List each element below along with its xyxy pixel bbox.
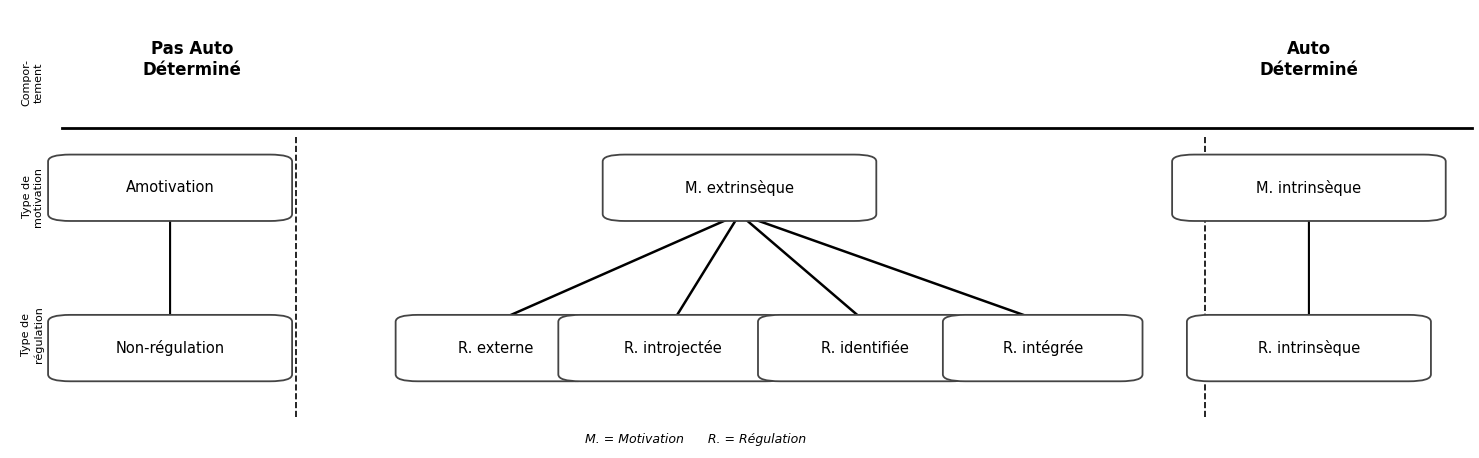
FancyBboxPatch shape [47, 315, 293, 381]
FancyBboxPatch shape [559, 315, 787, 381]
Text: Amotivation: Amotivation [126, 180, 214, 195]
FancyBboxPatch shape [396, 315, 595, 381]
FancyBboxPatch shape [757, 315, 973, 381]
FancyBboxPatch shape [47, 155, 293, 221]
Text: M. extrinsèque: M. extrinsèque [685, 180, 794, 196]
Text: M. intrinsèque: M. intrinsèque [1256, 180, 1362, 196]
Text: R. intrinsèque: R. intrinsèque [1257, 340, 1361, 356]
Text: R. identifiée: R. identifiée [821, 341, 910, 355]
Text: Non-régulation: Non-régulation [115, 340, 225, 356]
Text: Pas Auto
Déterminé: Pas Auto Déterminé [143, 40, 241, 79]
FancyBboxPatch shape [603, 155, 876, 221]
Text: R. intégrée: R. intégrée [1003, 340, 1083, 356]
Text: Type de
régulation: Type de régulation [21, 306, 44, 363]
Text: R. introjectée: R. introjectée [624, 340, 722, 356]
Text: M. = Motivation      R. = Régulation: M. = Motivation R. = Régulation [584, 433, 806, 446]
FancyBboxPatch shape [944, 315, 1142, 381]
FancyBboxPatch shape [1173, 155, 1446, 221]
Text: Auto
Déterminé: Auto Déterminé [1260, 40, 1358, 79]
Text: R. externe: R. externe [458, 341, 532, 355]
Text: Compor-
tement: Compor- tement [22, 59, 43, 106]
Text: Type de
motivation: Type de motivation [22, 167, 43, 227]
FancyBboxPatch shape [1186, 315, 1432, 381]
